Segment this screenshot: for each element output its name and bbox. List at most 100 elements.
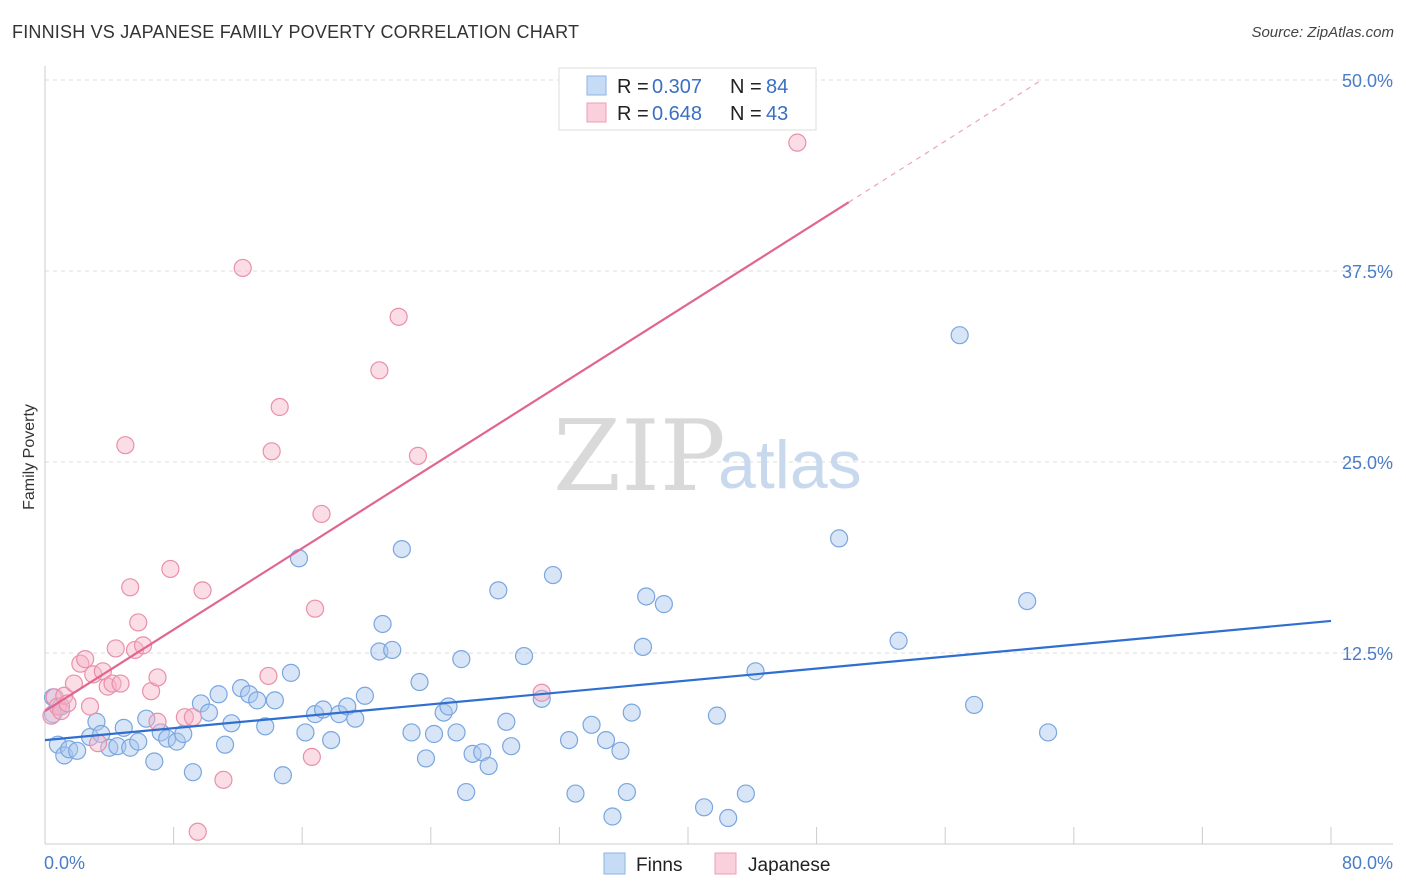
japanese-point (183, 708, 202, 727)
japanese-point (148, 712, 167, 731)
finns-point (68, 741, 87, 760)
japanese-point (129, 613, 148, 632)
finns-point (416, 749, 436, 768)
finns-point (447, 723, 466, 742)
finns-point (707, 706, 727, 725)
finns-point (402, 723, 421, 742)
japanese-point (76, 650, 95, 669)
finns-point (137, 709, 156, 728)
japanese-point (370, 361, 389, 380)
finns-point (129, 732, 148, 751)
japanese-trend-extension (848, 79, 1042, 203)
finns-point (410, 672, 429, 692)
finns-point (215, 735, 235, 754)
japanese-point (106, 639, 125, 658)
legend-r-label-finns: R = (617, 76, 649, 98)
finns-point (566, 784, 585, 803)
finns-point (611, 741, 630, 760)
legend-n-label-finns: N = (730, 76, 762, 98)
x-tick-max: 80.0% (1342, 853, 1393, 873)
finns-point (736, 784, 755, 803)
japanese-point (408, 446, 428, 465)
finns-point (950, 326, 969, 345)
japanese-point (80, 697, 100, 716)
japanese-point (111, 674, 130, 693)
japanese-point (270, 397, 289, 417)
finns-point (543, 565, 563, 585)
finns-point (603, 807, 622, 826)
japanese-trend-line (44, 201, 850, 712)
finns-point (633, 637, 653, 656)
finns-point (383, 640, 402, 660)
finns-point (582, 715, 601, 734)
bottom-legend: Finns Japanese (603, 852, 830, 876)
finns-point (1038, 723, 1058, 742)
finns-point (439, 697, 458, 716)
y-tick-label-2: 37.5% (1342, 262, 1393, 282)
finns-point (1018, 591, 1037, 611)
y-axis-label: Family Poverty (21, 404, 38, 510)
japanese-point (148, 668, 167, 687)
japanese-point (259, 666, 278, 686)
finns-point (289, 549, 309, 568)
japanese-point (312, 504, 331, 524)
finns-point (265, 691, 284, 710)
japanese-point (88, 734, 108, 753)
legend-r-value-japanese: 0.648 (652, 103, 702, 125)
legend-n-value-finns: 84 (766, 76, 788, 98)
finns-point (965, 695, 984, 715)
trend-lines (44, 79, 1332, 742)
finns-point (48, 735, 67, 754)
finns-point (637, 587, 656, 606)
japanese-point (193, 581, 212, 600)
finns-point (256, 717, 275, 736)
finns-point (373, 614, 392, 634)
finns-point (145, 752, 164, 771)
japanese-point (121, 578, 140, 597)
finns-point (746, 662, 765, 681)
finns-point (296, 723, 315, 742)
finns-point (322, 730, 341, 750)
watermark-zip: ZIP (553, 400, 726, 514)
finns-trend-line (44, 619, 1332, 742)
japanese-point (302, 747, 321, 767)
finns-point (248, 691, 267, 710)
legend-n-value-japanese: 43 (766, 103, 788, 125)
japanese-point (262, 442, 281, 461)
finns-point (346, 709, 365, 728)
japanese-point (389, 307, 408, 326)
japanese-point (188, 822, 207, 841)
y-tick-label-1: 25.0% (1342, 453, 1393, 473)
finns-point (452, 650, 471, 669)
finns-point (209, 685, 228, 704)
y-tick-label-0: 12.5% (1342, 644, 1393, 664)
finns-point (694, 798, 714, 817)
japanese-point (51, 701, 71, 721)
finns-point (622, 703, 641, 722)
source-credit: Source: ZipAtlas.com (1251, 24, 1394, 41)
finns-point (489, 581, 508, 600)
finns-point (514, 646, 534, 666)
top-legend: R = 0.307 N = 84 R = 0.648 N = 43 (558, 67, 817, 131)
japanese-points (42, 133, 807, 841)
watermark: ZIP atlas (553, 400, 862, 514)
legend-r-value-finns: 0.307 (652, 76, 702, 98)
japanese-point (161, 559, 180, 579)
x-tick-min: 0.0% (44, 853, 85, 873)
bottom-legend-swatch-japanese (714, 852, 737, 875)
finns-point (617, 782, 637, 802)
bottom-legend-label-japanese: Japanese (748, 855, 830, 876)
finns-point (392, 539, 411, 559)
finns-point (355, 686, 374, 705)
japanese-point (233, 258, 252, 278)
finns-point (273, 766, 293, 785)
legend-swatch-japanese (586, 102, 607, 123)
finns-point (719, 808, 738, 828)
finns-point (889, 631, 908, 650)
legend-n-label-japanese: N = (730, 103, 762, 125)
finns-point (479, 756, 498, 776)
legend-r-label-japanese: R = (617, 103, 649, 125)
bottom-legend-swatch-finns (603, 852, 626, 875)
japanese-point (305, 599, 325, 618)
